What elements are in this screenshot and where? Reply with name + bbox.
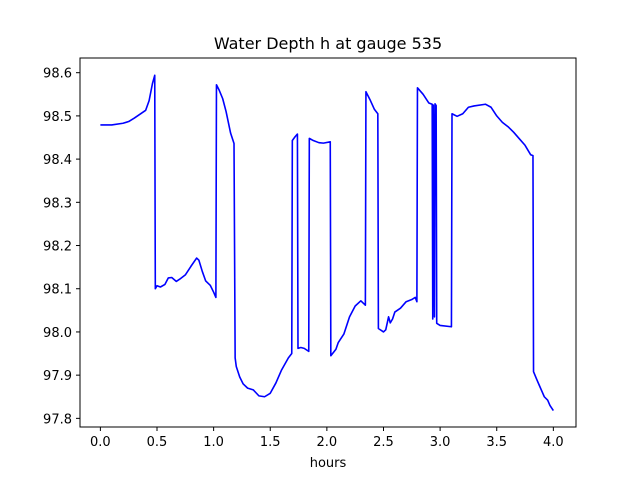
x-tick-label: 4.0 [543, 435, 564, 450]
y-tick-label: 98.3 [43, 196, 72, 211]
y-tick-label: 98.6 [43, 67, 72, 82]
x-tick-label: 1.0 [203, 435, 224, 450]
y-axis: 97.8 97.9 98.0 98.1 98.2 98.3 98.4 98.5 98.6 [43, 67, 80, 427]
axes-frame [79, 57, 577, 428]
x-tick-label: 1.5 [260, 435, 281, 450]
y-tick-label: 98.2 [43, 240, 72, 255]
series-line-0 [100, 74, 555, 412]
plot-area [100, 74, 555, 412]
y-tick-label: 98.5 [43, 110, 72, 125]
x-tick-label: 0.5 [147, 435, 168, 450]
x-tick-label: 0.0 [90, 435, 111, 450]
x-tick-label: 3.5 [486, 435, 507, 450]
y-tick-label: 97.9 [43, 369, 72, 384]
chart-title: Water Depth h at gauge 535 [214, 34, 442, 53]
x-axis: 0.0 0.5 1.0 1.5 2.0 2.5 3.0 3.5 4.0 [90, 427, 564, 450]
y-tick-label: 98.0 [43, 326, 72, 341]
x-axis-label: hours [310, 456, 347, 471]
x-tick-label: 2.0 [317, 435, 338, 450]
x-tick-label: 3.0 [430, 435, 451, 450]
y-tick-label: 98.1 [43, 283, 72, 298]
y-tick-label: 98.4 [43, 153, 72, 168]
x-tick-label: 2.5 [373, 435, 394, 450]
y-tick-label: 97.8 [43, 412, 72, 427]
